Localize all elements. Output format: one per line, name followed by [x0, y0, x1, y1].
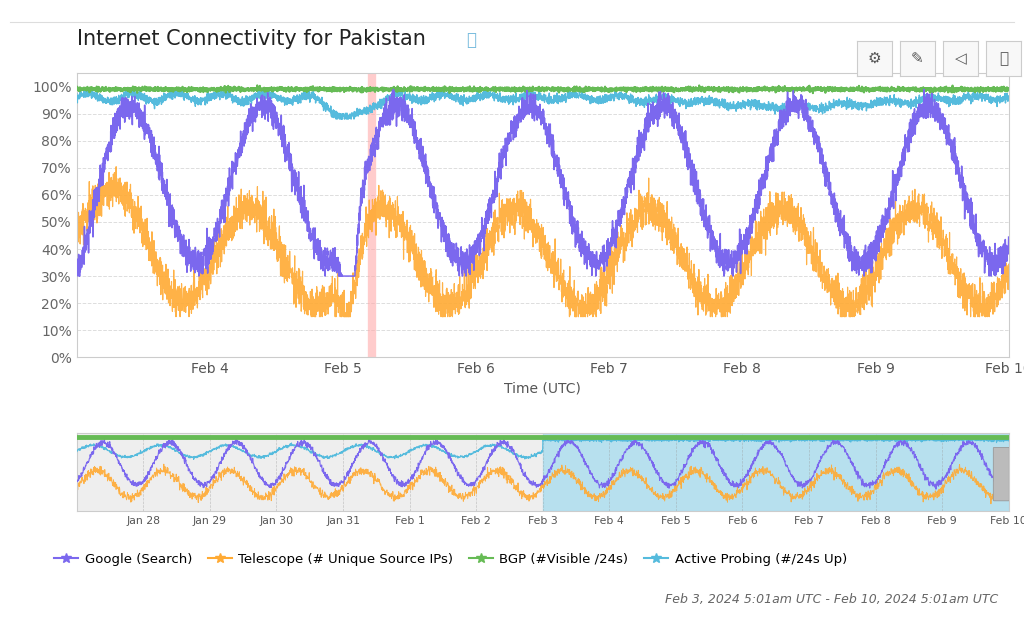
Text: Feb 3, 2024 5:01am UTC - Feb 10, 2024 5:01am UTC: Feb 3, 2024 5:01am UTC - Feb 10, 2024 5:…	[666, 594, 998, 606]
Text: ⓘ: ⓘ	[466, 31, 476, 49]
Text: ◁: ◁	[954, 51, 967, 66]
Text: ✎: ✎	[911, 51, 924, 66]
X-axis label: Time (UTC): Time (UTC)	[504, 382, 582, 396]
FancyBboxPatch shape	[993, 448, 1010, 501]
Bar	[543, 433, 1009, 511]
Text: Internet Connectivity for Pakistan: Internet Connectivity for Pakistan	[77, 29, 426, 48]
Legend: Google (Search), Telescope (# Unique Source IPs), BGP (#Visible /24s), Active Pr: Google (Search), Telescope (# Unique Sou…	[49, 548, 852, 572]
Text: ⚙: ⚙	[867, 51, 882, 66]
Text: ⤓: ⤓	[999, 51, 1008, 66]
